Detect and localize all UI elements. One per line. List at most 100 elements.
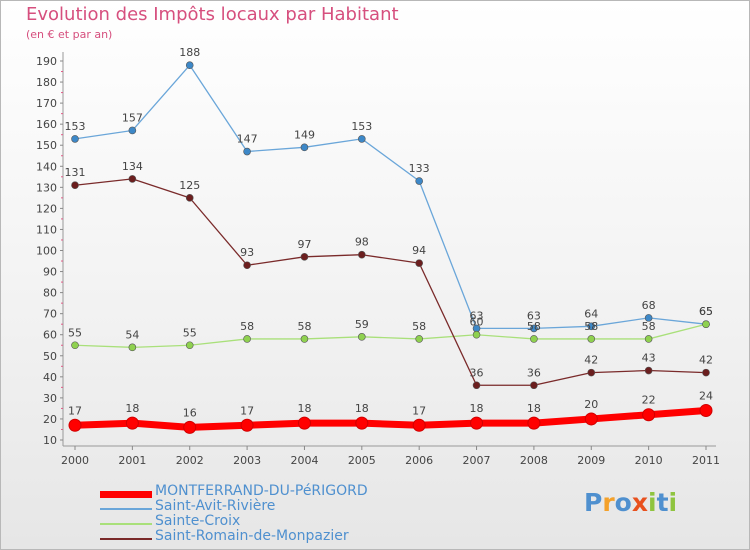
y-tick-label: 70 <box>43 308 57 321</box>
data-point <box>412 418 426 432</box>
y-tick-label: 40 <box>43 371 57 384</box>
y-tick-label: 80 <box>43 287 57 300</box>
data-point <box>472 381 481 390</box>
data-point <box>530 335 538 343</box>
data-point <box>243 261 251 270</box>
legend-swatch <box>100 523 152 525</box>
legend-label: Sainte-Croix <box>155 513 241 529</box>
data-label: 98 <box>355 236 369 249</box>
series-line <box>71 407 710 431</box>
legend-label: Saint-Avit-Rivière <box>155 498 276 514</box>
data-point <box>415 335 423 343</box>
y-tick-label: 20 <box>43 413 57 426</box>
y-tick-label: 170 <box>36 97 57 110</box>
series-line <box>74 178 707 386</box>
data-point <box>358 135 366 143</box>
data-point <box>584 412 598 426</box>
data-label: 43 <box>642 352 656 365</box>
data-label: 17 <box>240 404 254 417</box>
data-label: 24 <box>699 390 713 403</box>
y-tick-label: 60 <box>43 329 57 342</box>
data-label: 18 <box>355 402 369 415</box>
data-point <box>185 341 194 350</box>
data-point <box>415 259 423 267</box>
data-label: 133 <box>409 162 430 175</box>
data-point <box>702 320 710 328</box>
chart-title: Evolution des Impôts locaux par Habitant <box>26 4 399 25</box>
x-tick-label: 2004 <box>290 454 318 467</box>
y-tick-label: 120 <box>36 202 57 215</box>
data-label: 63 <box>470 309 484 322</box>
data-label: 94 <box>412 244 426 257</box>
data-point <box>472 330 481 339</box>
y-tick-label: 110 <box>36 223 57 236</box>
data-label: 149 <box>294 128 315 141</box>
data-point <box>300 143 309 152</box>
data-point <box>71 181 79 190</box>
y-tick-label: 10 <box>43 434 57 447</box>
data-point <box>587 368 596 377</box>
data-point <box>183 420 197 434</box>
legend-label: MONTFERRAND-DU-PéRIGORD <box>155 483 368 499</box>
data-label: 65 <box>699 305 713 318</box>
legend-swatch <box>100 538 152 540</box>
data-point <box>415 177 423 185</box>
data-point <box>300 335 309 343</box>
series-line <box>74 323 707 349</box>
data-label: 42 <box>584 354 598 367</box>
data-label: 97 <box>297 238 311 251</box>
y-tick-label: 190 <box>36 55 57 68</box>
data-point <box>358 250 366 259</box>
proxiti-logo: Proxiti <box>584 488 678 517</box>
data-point <box>243 335 251 343</box>
data-point <box>699 404 713 418</box>
data-point <box>587 322 596 331</box>
data-label: 157 <box>122 111 143 124</box>
data-point <box>128 175 137 183</box>
data-label: 58 <box>527 320 541 333</box>
data-point <box>185 61 194 70</box>
data-point <box>358 333 366 341</box>
data-point <box>642 408 656 422</box>
data-label: 60 <box>470 316 484 329</box>
data-point <box>71 135 79 143</box>
data-label: 18 <box>470 402 484 415</box>
data-label: 17 <box>68 404 82 417</box>
y-tick-label: 90 <box>43 266 57 279</box>
y-tick-label: 50 <box>43 350 57 363</box>
data-point <box>185 194 194 202</box>
data-point <box>587 335 596 343</box>
data-label: 18 <box>527 402 541 415</box>
data-point <box>470 416 484 430</box>
data-label: 134 <box>122 160 143 173</box>
y-tick-label: 140 <box>36 160 57 173</box>
y-tick-label: 160 <box>36 118 57 131</box>
data-point <box>71 341 79 350</box>
data-label: 54 <box>125 328 139 341</box>
data-label: 36 <box>527 366 541 379</box>
y-tick-label: 130 <box>36 181 57 194</box>
data-point <box>128 126 137 135</box>
data-point <box>300 253 309 261</box>
y-tick-label: 180 <box>36 76 57 89</box>
data-point <box>644 335 653 343</box>
data-label: 64 <box>584 307 598 320</box>
y-tick-label: 100 <box>36 245 57 258</box>
data-label: 147 <box>237 133 258 146</box>
data-label: 58 <box>642 320 656 333</box>
data-label: 20 <box>584 398 598 411</box>
data-label: 63 <box>527 309 541 322</box>
data-label: 18 <box>125 402 139 415</box>
data-point <box>530 381 538 390</box>
x-tick-label: 2001 <box>118 454 146 467</box>
data-label: 18 <box>297 402 311 415</box>
data-label: 58 <box>412 320 426 333</box>
y-tick-label: 30 <box>43 392 57 405</box>
x-tick-label: 2007 <box>463 454 491 467</box>
data-label: 131 <box>65 166 86 179</box>
data-label: 58 <box>297 320 311 333</box>
data-point <box>297 416 311 430</box>
data-label: 55 <box>68 326 82 339</box>
data-label: 42 <box>699 354 713 367</box>
data-label: 93 <box>240 246 254 259</box>
